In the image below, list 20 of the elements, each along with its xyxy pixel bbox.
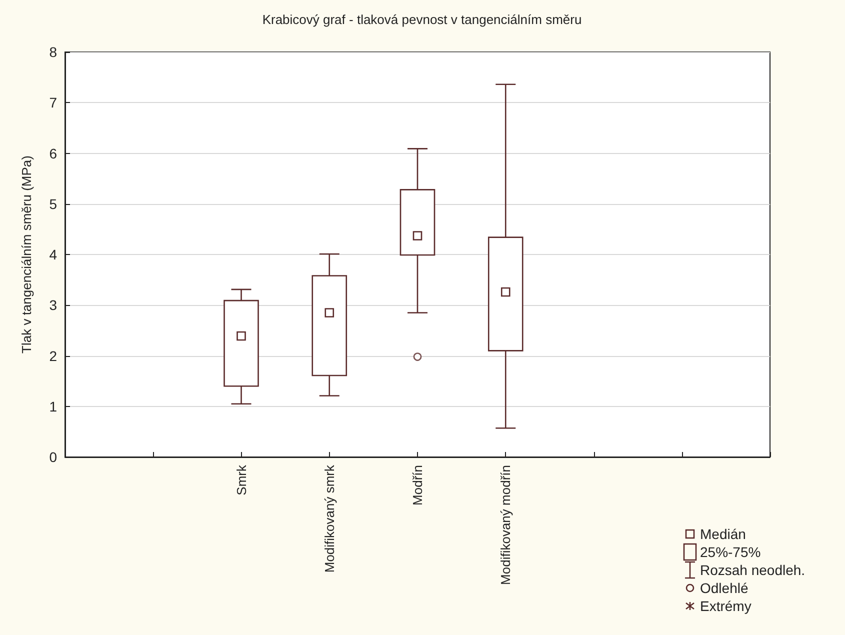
- x-tick-label: Modifikovaný modřín: [498, 465, 514, 585]
- text: 25%-75%: [700, 544, 761, 560]
- y-tick-label: 1: [49, 398, 58, 414]
- text: Rozsah neodleh.: [700, 562, 806, 578]
- y-tick-label: 2: [49, 348, 58, 364]
- chart-title: Krabicový graf - tlaková pevnost v tangenciálním směru: [262, 12, 582, 27]
- y-tick-label: 7: [49, 94, 58, 111]
- y-tick-label: 6: [49, 145, 58, 162]
- x-tick-label: Smrk: [234, 464, 249, 496]
- x-tick-label: Modifikovaný smrk: [322, 464, 337, 573]
- text: Medián: [700, 526, 746, 542]
- y-tick-label: 0: [49, 449, 58, 465]
- x-tick-label: Modřín: [410, 465, 425, 506]
- y-axis-title: Tlak v tangenciálním směru (MPa): [19, 156, 34, 354]
- y-tick-label: 3: [49, 297, 58, 314]
- y-tick-label: 8: [49, 44, 58, 60]
- y-tick-label: 4: [49, 246, 58, 262]
- y-tick-label: 5: [49, 196, 58, 212]
- text: Odlehlé: [700, 580, 748, 596]
- text: Extrémy: [700, 598, 752, 614]
